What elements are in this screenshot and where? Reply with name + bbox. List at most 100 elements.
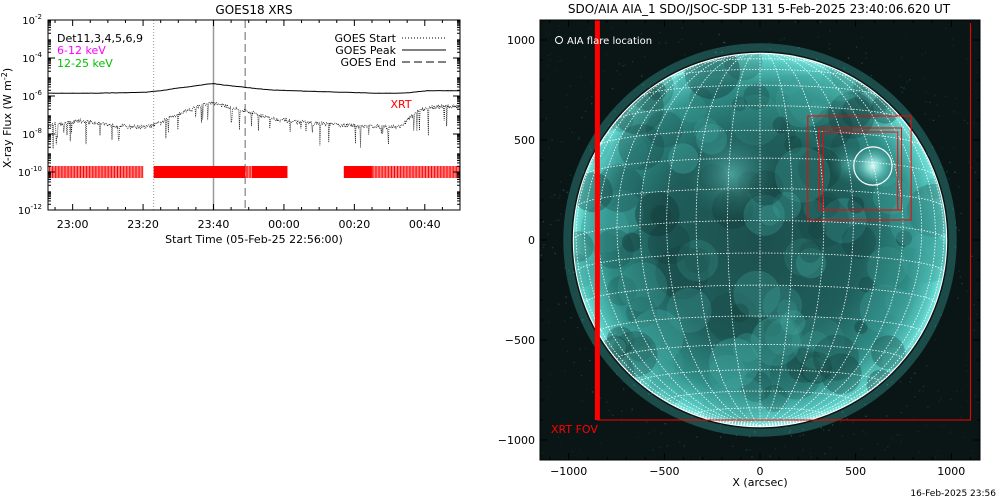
xrt-overlays xyxy=(594,19,971,421)
corona-speckle xyxy=(769,48,771,50)
corona-speckle xyxy=(640,40,642,42)
grid-line xyxy=(759,80,945,427)
disk-feature xyxy=(689,86,712,110)
corona-speckle xyxy=(546,35,548,37)
xrt-pointing-box xyxy=(807,115,912,221)
corona-speckle xyxy=(683,444,686,446)
corona-speckle xyxy=(864,403,866,406)
corona-speckle xyxy=(621,381,624,383)
corona-speckle xyxy=(769,42,771,44)
disk-feature xyxy=(641,95,660,114)
corona-speckle xyxy=(810,455,812,458)
aia-x-tick-label: 1000 xyxy=(937,465,965,478)
goes-x-tick-label: 00:40 xyxy=(409,218,441,231)
corona-speckle xyxy=(591,96,593,98)
corona-speckle xyxy=(938,400,940,402)
corona-speckle xyxy=(550,223,552,226)
corona-speckle xyxy=(967,317,969,320)
corona-speckle xyxy=(600,442,602,444)
flare-legend-label: AIA flare location xyxy=(567,36,652,47)
disk-feature xyxy=(618,124,665,170)
corona-speckle xyxy=(572,450,574,452)
corona-speckle xyxy=(585,348,587,350)
aia-x-tick-label: −1000 xyxy=(550,465,587,478)
disk-feature xyxy=(868,344,887,363)
disk-feature xyxy=(702,383,748,427)
corona-speckle xyxy=(559,213,562,215)
disk-feature xyxy=(743,83,770,110)
corona-speckle xyxy=(653,429,655,432)
xrt-coverage-bars xyxy=(47,166,461,178)
corona-speckle xyxy=(542,379,544,381)
corona-speckle xyxy=(558,24,561,27)
corona-speckle xyxy=(547,54,549,56)
corona-speckle xyxy=(901,91,904,93)
corona-speckle xyxy=(639,37,641,39)
goes-x-tick-label: 23:20 xyxy=(127,218,159,231)
corona-speckle xyxy=(840,421,842,423)
corona-speckle xyxy=(954,222,956,224)
corona-speckle xyxy=(621,410,623,412)
corona-speckle xyxy=(824,453,826,455)
corona-speckle xyxy=(622,65,624,67)
corona-speckle xyxy=(941,148,943,150)
flare-legend-circle-icon xyxy=(555,36,563,44)
goes-x-axis-title: Start Time (05-Feb-25 22:56:00) xyxy=(165,233,343,246)
corona-speckle xyxy=(551,196,553,198)
corona-speckle xyxy=(659,32,661,34)
corona-speckle xyxy=(578,136,580,138)
corona-speckle xyxy=(542,452,544,454)
corona-speckle xyxy=(779,39,781,41)
disk-feature xyxy=(608,337,626,356)
corona-speckle xyxy=(976,313,978,315)
corona-speckle xyxy=(558,303,560,305)
disk-feature xyxy=(732,333,762,363)
corona-speckle xyxy=(568,269,570,272)
goes-x-tick-label: 00:20 xyxy=(339,218,371,231)
corona-speckle xyxy=(934,339,936,341)
corona-speckle xyxy=(715,51,717,53)
disk-feature xyxy=(650,205,672,227)
disk-feature xyxy=(655,347,684,377)
corona-speckle xyxy=(936,104,938,106)
corona-speckle xyxy=(592,342,594,345)
goes-y-axis-title: X-ray Flux (W m-2) xyxy=(0,68,14,168)
corona-speckle xyxy=(581,400,583,402)
disk-feature xyxy=(627,336,653,362)
corona-speckle xyxy=(723,41,725,44)
corona-speckle xyxy=(954,246,956,248)
aia-title: SDO/AIA AIA_1 SDO/JSOC-SDP 131 5-Feb-202… xyxy=(568,2,951,16)
corona-speckle xyxy=(828,429,830,431)
goes-y-tick-label: 10-6 xyxy=(22,89,42,103)
corona-speckle xyxy=(816,58,818,60)
corona-speckle xyxy=(846,418,848,420)
disk-feature xyxy=(795,248,827,279)
corona-speckle xyxy=(578,138,580,140)
corona-speckle xyxy=(940,166,942,168)
corona-speckle xyxy=(564,370,566,372)
corona-speckle xyxy=(614,111,617,113)
corona-speckle xyxy=(558,197,560,199)
corona-speckle xyxy=(608,409,610,412)
disk-feature xyxy=(799,330,830,362)
corona-speckle xyxy=(900,86,902,88)
corona-speckle xyxy=(641,75,643,77)
corona-speckle xyxy=(828,43,831,45)
band-6-12-label: 6-12 keV xyxy=(57,44,106,57)
corona-speckle xyxy=(973,304,975,306)
corona-speckle xyxy=(589,146,591,148)
corona-speckle xyxy=(968,161,970,163)
corona-speckle xyxy=(966,370,968,372)
corona-speckle xyxy=(580,449,582,451)
corona-speckle xyxy=(592,391,595,393)
goes-xrt-label: XRT xyxy=(390,98,411,111)
corona-speckle xyxy=(865,52,867,54)
legend-goes-end-label: GOES End xyxy=(340,56,396,69)
corona-speckle xyxy=(861,36,863,39)
corona-speckle xyxy=(549,33,551,35)
corona-speckle xyxy=(820,427,822,429)
corona-speckle xyxy=(899,75,901,77)
corona-speckle xyxy=(637,436,639,438)
corona-speckle xyxy=(949,398,951,401)
corona-speckle xyxy=(974,171,977,173)
